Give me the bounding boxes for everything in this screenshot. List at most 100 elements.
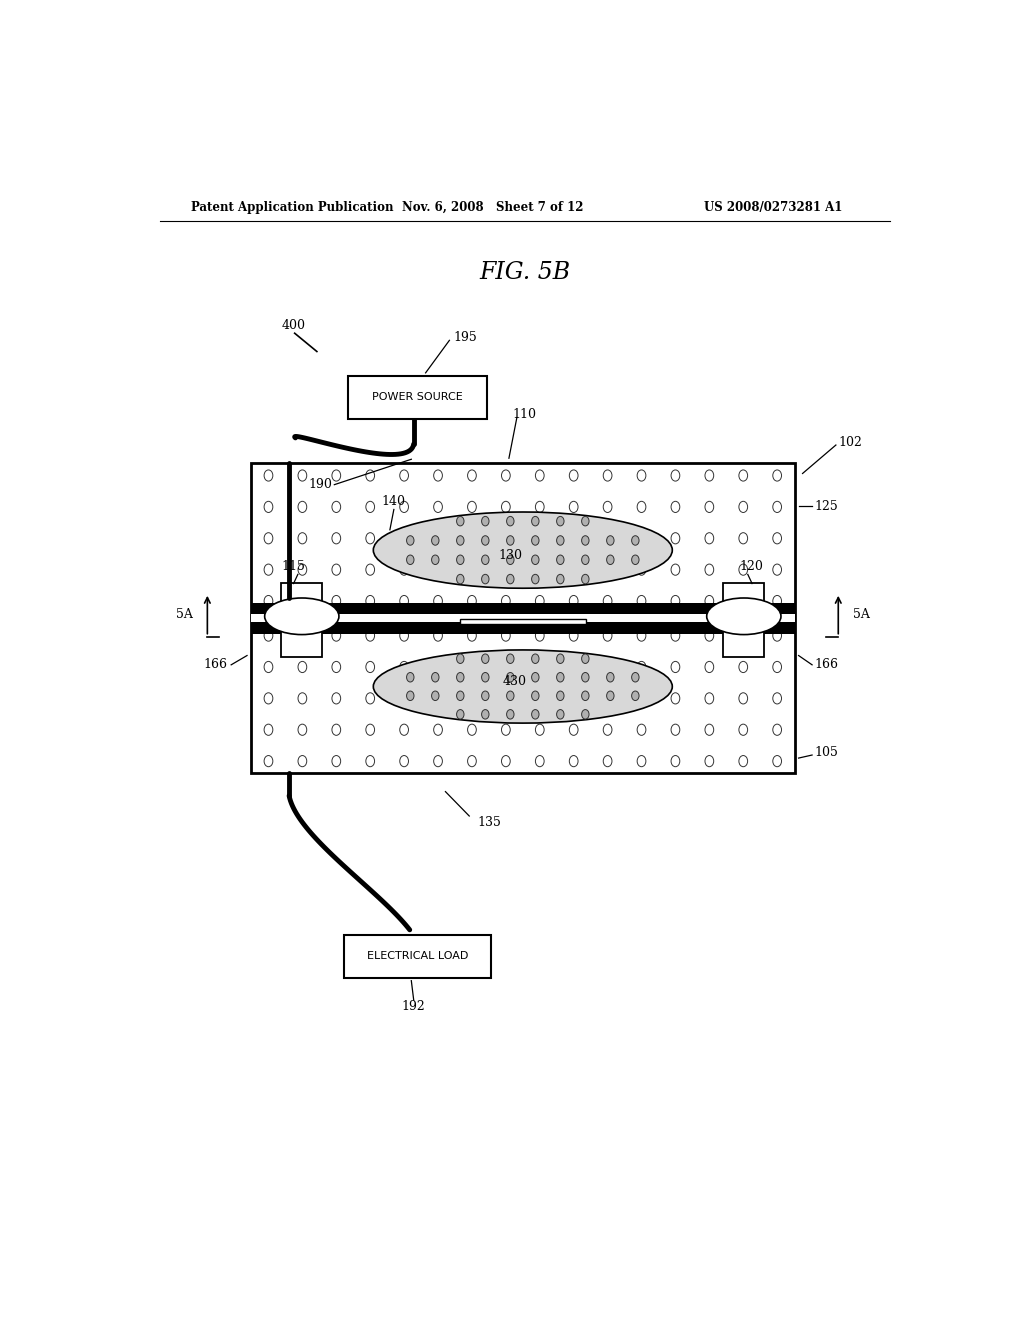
Circle shape <box>637 725 646 735</box>
Text: 125: 125 <box>814 499 839 512</box>
Circle shape <box>671 725 680 735</box>
Circle shape <box>332 595 341 607</box>
Circle shape <box>399 755 409 767</box>
Circle shape <box>557 710 564 719</box>
Circle shape <box>557 574 564 583</box>
Circle shape <box>603 502 612 512</box>
Text: 130: 130 <box>499 549 523 562</box>
Circle shape <box>569 533 579 544</box>
Circle shape <box>481 554 489 565</box>
Circle shape <box>507 574 514 583</box>
Circle shape <box>739 564 748 576</box>
Circle shape <box>671 630 680 642</box>
Circle shape <box>557 692 564 701</box>
Circle shape <box>637 502 646 512</box>
Circle shape <box>481 516 489 525</box>
Circle shape <box>502 661 510 673</box>
Circle shape <box>434 661 442 673</box>
Circle shape <box>637 755 646 767</box>
Circle shape <box>366 725 375 735</box>
Circle shape <box>582 653 589 664</box>
Circle shape <box>264 595 272 607</box>
Circle shape <box>434 755 442 767</box>
Circle shape <box>705 470 714 480</box>
Circle shape <box>332 661 341 673</box>
Ellipse shape <box>264 598 339 635</box>
Circle shape <box>637 630 646 642</box>
Circle shape <box>457 692 464 701</box>
Circle shape <box>366 502 375 512</box>
Circle shape <box>468 595 476 607</box>
Circle shape <box>457 710 464 719</box>
Circle shape <box>434 533 442 544</box>
Circle shape <box>407 672 414 682</box>
Circle shape <box>298 502 307 512</box>
Circle shape <box>637 661 646 673</box>
Circle shape <box>671 502 680 512</box>
Circle shape <box>332 725 341 735</box>
Circle shape <box>481 653 489 664</box>
Circle shape <box>298 755 307 767</box>
Circle shape <box>582 516 589 525</box>
Circle shape <box>632 672 639 682</box>
Circle shape <box>502 502 510 512</box>
Circle shape <box>603 564 612 576</box>
Circle shape <box>502 630 510 642</box>
Circle shape <box>603 595 612 607</box>
Circle shape <box>332 564 341 576</box>
Circle shape <box>399 693 409 704</box>
Circle shape <box>603 725 612 735</box>
Circle shape <box>399 725 409 735</box>
Circle shape <box>536 502 544 512</box>
Circle shape <box>481 710 489 719</box>
Text: 120: 120 <box>739 560 764 573</box>
Circle shape <box>773 533 781 544</box>
Circle shape <box>582 574 589 583</box>
Circle shape <box>502 564 510 576</box>
Circle shape <box>773 564 781 576</box>
Circle shape <box>632 554 639 565</box>
Text: 5A: 5A <box>176 609 194 622</box>
Circle shape <box>468 755 476 767</box>
Circle shape <box>507 516 514 525</box>
Circle shape <box>507 672 514 682</box>
Circle shape <box>603 630 612 642</box>
Circle shape <box>264 630 272 642</box>
Circle shape <box>434 630 442 642</box>
Circle shape <box>457 574 464 583</box>
Circle shape <box>705 755 714 767</box>
Circle shape <box>536 661 544 673</box>
Bar <box>348 376 487 418</box>
Text: 195: 195 <box>454 331 477 343</box>
Circle shape <box>298 725 307 735</box>
Circle shape <box>366 595 375 607</box>
Text: US 2008/0273281 A1: US 2008/0273281 A1 <box>703 201 842 214</box>
Circle shape <box>606 554 614 565</box>
Circle shape <box>298 595 307 607</box>
Circle shape <box>468 533 476 544</box>
Text: Nov. 6, 2008   Sheet 7 of 12: Nov. 6, 2008 Sheet 7 of 12 <box>402 201 584 214</box>
Circle shape <box>502 725 510 735</box>
Circle shape <box>332 470 341 480</box>
Circle shape <box>399 630 409 642</box>
Circle shape <box>434 693 442 704</box>
Circle shape <box>468 725 476 735</box>
Circle shape <box>366 564 375 576</box>
Circle shape <box>457 653 464 664</box>
Circle shape <box>603 693 612 704</box>
Ellipse shape <box>374 649 673 723</box>
Circle shape <box>705 564 714 576</box>
Circle shape <box>739 533 748 544</box>
Circle shape <box>536 693 544 704</box>
Circle shape <box>773 502 781 512</box>
Circle shape <box>332 533 341 544</box>
Circle shape <box>298 630 307 642</box>
Circle shape <box>507 554 514 565</box>
Circle shape <box>399 564 409 576</box>
Circle shape <box>457 672 464 682</box>
Circle shape <box>366 533 375 544</box>
Circle shape <box>671 533 680 544</box>
Circle shape <box>298 564 307 576</box>
Text: ELECTRICAL LOAD: ELECTRICAL LOAD <box>367 952 468 961</box>
Circle shape <box>502 755 510 767</box>
